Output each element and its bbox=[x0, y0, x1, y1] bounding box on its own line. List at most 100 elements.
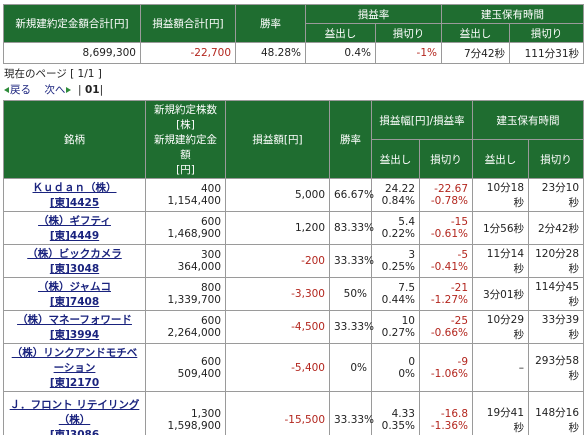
header-cell: 損益率 bbox=[305, 4, 442, 24]
profit-range-cell-top: 24.22 bbox=[384, 183, 415, 195]
loss-range-cell-bottom: -0.78% bbox=[430, 195, 469, 207]
loss-range-cell-bottom: -1.36% bbox=[430, 419, 469, 432]
win-rate-cell: 33.33% bbox=[329, 244, 374, 278]
profit-range-cell-bottom: 0.35% bbox=[381, 419, 415, 432]
shares-cell-bottom: 2,264,000 bbox=[167, 327, 221, 339]
stock-name[interactable]: Ｊ．フロント リテイリング（株） bbox=[9, 399, 140, 426]
win-rate-cell: 33.33% bbox=[329, 391, 374, 435]
stock-code[interactable]: [東]3994 bbox=[49, 329, 100, 341]
trade-row: （株）ギフティ [東]4449 600 1,468,900 1,200 83.33% 5.4… bbox=[3, 211, 585, 245]
shares-cell-top: 800 bbox=[200, 282, 221, 294]
loss-time-cell: 114分45秒 bbox=[528, 277, 585, 311]
shares-cell: 400 1,154,400 bbox=[145, 178, 226, 212]
stock-cell: Ｊ．フロント リテイリング（株） [東]3086 bbox=[3, 391, 146, 435]
next-text: 次へ bbox=[44, 84, 66, 96]
loss-range-cell-top: -25 bbox=[450, 315, 469, 327]
summary-table: 新規建約定金額合計[円] 損益額合計[円] 勝率 損益率 建玉保有時間 益出し … bbox=[3, 4, 584, 64]
header-cell: 建玉保有時間 bbox=[441, 4, 584, 24]
stock-name[interactable]: Ｋｕｄａｎ（株） bbox=[32, 182, 117, 194]
shares-cell-top: 600 bbox=[200, 216, 221, 228]
trade-row: （株）ビックカメラ [東]3048 300 364,000 -200 33.33% 3 0.2… bbox=[3, 244, 585, 278]
separator: | bbox=[99, 84, 104, 96]
header-cell: 損益額[円] bbox=[225, 100, 330, 179]
header-cell: 益出し bbox=[305, 23, 376, 43]
profit-range-cell-bottom: 0.27% bbox=[381, 327, 415, 339]
back-link[interactable]: 戻る bbox=[4, 84, 31, 96]
summary-value: -1% bbox=[375, 42, 442, 64]
back-arrow bbox=[4, 87, 9, 93]
shares-cell: 600 509,400 bbox=[145, 343, 226, 392]
profit-range-cell-top: 7.5 bbox=[398, 282, 415, 294]
trade-row: （株）マネーフォワード [東]3994 600 2,264,000 -4,500 33.3… bbox=[3, 310, 585, 344]
stock-name[interactable]: （株）マネーフォワード bbox=[17, 314, 132, 326]
pnl-cell: -4,500 bbox=[225, 310, 330, 344]
shares-cell: 600 2,264,000 bbox=[145, 310, 226, 344]
stock-name[interactable]: （株）ビックカメラ bbox=[27, 248, 122, 260]
stock-cell: （株）ジャムコ [東]7408 bbox=[3, 277, 146, 311]
header-cell: 損切り bbox=[528, 139, 585, 179]
header-line: [円] bbox=[176, 164, 195, 176]
stock-cell: （株）リンクアンドモチベーション [東]2170 bbox=[3, 343, 146, 392]
summary-value: 111分31秒 bbox=[509, 42, 584, 64]
header-cell: 勝率 bbox=[329, 100, 372, 179]
summary-row: 8,699,300 -22,700 48.28% 0.4% -1% 7分42秒 111分31… bbox=[3, 42, 584, 64]
profit-time-cell: 3分01秒 bbox=[472, 277, 530, 311]
next-link[interactable]: 次へ bbox=[44, 84, 72, 96]
loss-range-cell-top: -21 bbox=[450, 282, 469, 294]
trade-row: Ｊ．フロント リテイリング（株） [東]3086 1,300 1,598,900 -15… bbox=[3, 391, 585, 435]
stock-code[interactable]: [東]4449 bbox=[49, 230, 100, 242]
stock-code[interactable]: [東]7408 bbox=[49, 296, 100, 308]
header-line: [株] bbox=[176, 119, 195, 131]
win-rate-cell: 50% bbox=[329, 277, 372, 311]
shares-cell-bottom: 1,598,900 bbox=[167, 419, 221, 432]
loss-range-cell: -22.67 -0.78% bbox=[418, 178, 474, 212]
summary-value: 7分42秒 bbox=[441, 42, 510, 64]
header-cell: 新規建約定金額合計[円] bbox=[3, 4, 141, 43]
stock-code[interactable]: [東]2170 bbox=[49, 377, 100, 389]
loss-range-cell-top: -5 bbox=[457, 249, 469, 261]
trade-row: （株）リンクアンドモチベーション [東]2170 600 509,400 -5,400 0… bbox=[3, 343, 585, 392]
loss-range-cell: -15 -0.61% bbox=[418, 211, 474, 245]
profit-range-cell-top: 5.4 bbox=[398, 216, 415, 228]
trade-rows: Ｋｕｄａｎ（株） [東]4425 400 1,154,400 5,000 66.67% 24… bbox=[3, 178, 585, 435]
loss-range-cell-top: -9 bbox=[457, 355, 469, 368]
loss-range-cell-bottom: -0.66% bbox=[430, 327, 469, 339]
pnl-cell: -5,400 bbox=[225, 343, 330, 392]
header-cell: 勝率 bbox=[235, 4, 306, 43]
shares-cell-top: 600 bbox=[200, 315, 221, 327]
loss-time-cell: 33分39秒 bbox=[528, 310, 585, 344]
profit-range-cell-bottom: 0.22% bbox=[381, 228, 415, 240]
stock-code[interactable]: [東]3048 bbox=[49, 263, 100, 275]
stock-name[interactable]: （株）ジャムコ bbox=[38, 281, 111, 293]
stock-code[interactable]: [東]3086 bbox=[49, 429, 100, 435]
page-number[interactable]: 01 bbox=[84, 84, 100, 96]
stock-name[interactable]: （株）リンクアンドモチベーション bbox=[11, 347, 138, 374]
summary-value: 48.28% bbox=[235, 42, 306, 64]
stock-cell: （株）ギフティ [東]4449 bbox=[3, 211, 146, 245]
profit-range-cell-top: 3 bbox=[408, 249, 415, 261]
loss-range-cell-top: -16.8 bbox=[440, 407, 469, 420]
shares-cell-bottom: 364,000 bbox=[177, 261, 221, 273]
profit-range-cell: 7.5 0.44% bbox=[371, 277, 420, 311]
trade-row: Ｋｕｄａｎ（株） [東]4425 400 1,154,400 5,000 66.67% 24… bbox=[3, 178, 585, 212]
next-arrow bbox=[66, 87, 72, 93]
profit-range-cell: 5.4 0.22% bbox=[371, 211, 420, 245]
stock-name[interactable]: （株）ギフティ bbox=[38, 215, 111, 227]
header-cell: 損切り bbox=[418, 139, 474, 179]
profit-time-cell: 19分41秒 bbox=[472, 391, 530, 435]
header-cell: 損益幅[円]/損益率 bbox=[370, 100, 474, 140]
back-text: 戻る bbox=[10, 84, 31, 96]
loss-range-cell-bottom: -0.61% bbox=[430, 228, 469, 240]
trade-table: 銘柄 新規約定株数 [株] 新規建約定金額 [円] 損益額[円] 勝率 損益幅[円]/… bbox=[3, 100, 585, 435]
shares-cell-top: 1,300 bbox=[190, 407, 221, 420]
loss-range-cell: -25 -0.66% bbox=[418, 310, 474, 344]
shares-cell: 800 1,339,700 bbox=[145, 277, 226, 311]
page-info: 現在のページ [ 1/1 ] bbox=[4, 68, 102, 80]
shares-cell-bottom: 1,154,400 bbox=[167, 195, 221, 207]
profit-range-cell-bottom: 0% bbox=[398, 367, 415, 380]
shares-cell-top: 600 bbox=[200, 355, 221, 368]
shares-cell: 300 364,000 bbox=[145, 244, 226, 278]
stock-code[interactable]: [東]4425 bbox=[49, 197, 100, 209]
win-rate-cell: 83.33% bbox=[329, 211, 374, 245]
